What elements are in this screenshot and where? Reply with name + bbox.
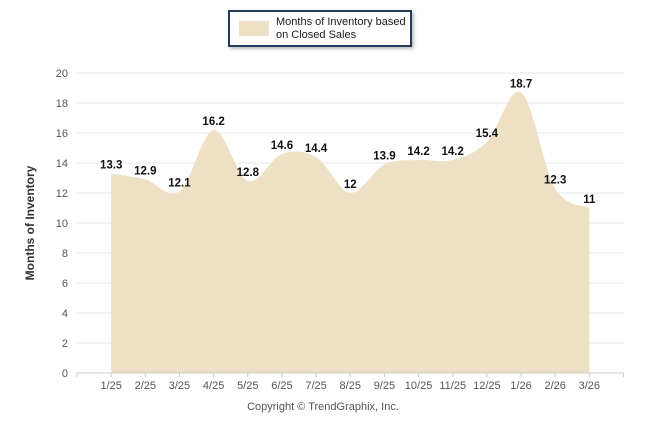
x-tick-label: 3/26 bbox=[579, 380, 600, 392]
y-tick-label: 16 bbox=[56, 128, 68, 140]
y-axis-title: Months of Inventory bbox=[23, 165, 37, 280]
data-label: 12.9 bbox=[134, 166, 156, 178]
y-tick-label: 8 bbox=[62, 248, 68, 260]
x-tick-label: 2/26 bbox=[544, 380, 565, 392]
data-label: 12.3 bbox=[544, 175, 566, 187]
x-tick-label: 2/25 bbox=[135, 380, 156, 392]
data-label: 16.2 bbox=[202, 116, 224, 128]
legend-label: Months of Inventory based on Closed Sale… bbox=[276, 16, 406, 42]
data-label: 14.2 bbox=[407, 146, 429, 158]
y-tick-label: 4 bbox=[62, 308, 68, 320]
data-label: 18.7 bbox=[510, 79, 532, 91]
data-label: 13.9 bbox=[373, 151, 395, 163]
x-tick-label: 5/25 bbox=[237, 380, 258, 392]
x-tick-label: 12/25 bbox=[473, 380, 501, 392]
x-tick-label: 4/25 bbox=[203, 380, 224, 392]
copyright-text: Copyright © TrendGraphix, Inc. bbox=[247, 401, 399, 413]
data-label: 13.3 bbox=[100, 160, 122, 172]
data-label: 11 bbox=[583, 194, 596, 206]
chart-legend: Months of Inventory based on Closed Sale… bbox=[228, 10, 412, 47]
data-label: 15.4 bbox=[476, 128, 499, 140]
data-label: 12.1 bbox=[168, 178, 191, 190]
y-tick-label: 0 bbox=[62, 368, 68, 380]
data-label: 14.2 bbox=[442, 146, 464, 158]
y-tick-label: 18 bbox=[56, 98, 68, 110]
data-label: 12 bbox=[344, 179, 357, 191]
y-tick-label: 12 bbox=[56, 188, 68, 200]
y-tick-label: 20 bbox=[56, 68, 68, 80]
data-label: 14.4 bbox=[305, 143, 328, 155]
x-tick-label: 1/26 bbox=[510, 380, 531, 392]
x-tick-label: 6/25 bbox=[271, 380, 292, 392]
x-tick-label: 11/25 bbox=[439, 380, 466, 392]
data-label: 14.6 bbox=[271, 140, 293, 152]
x-tick-label: 7/25 bbox=[305, 380, 326, 392]
legend-swatch-icon bbox=[239, 21, 269, 36]
area-series bbox=[111, 91, 590, 373]
legend-label-line1: Months of Inventory based bbox=[276, 15, 406, 28]
x-tick-label: 1/25 bbox=[100, 380, 121, 392]
x-tick-label: 10/25 bbox=[405, 380, 433, 392]
legend-label-line2: on Closed Sales bbox=[276, 28, 357, 41]
x-tick-label: 8/25 bbox=[340, 380, 361, 392]
y-tick-label: 2 bbox=[62, 338, 68, 350]
x-tick-label: 9/25 bbox=[374, 380, 395, 392]
y-tick-label: 14 bbox=[56, 158, 68, 170]
data-label: 12.8 bbox=[237, 167, 260, 179]
x-tick-label: 3/25 bbox=[169, 380, 190, 392]
y-tick-label: 10 bbox=[56, 218, 68, 230]
y-tick-label: 6 bbox=[62, 278, 68, 290]
